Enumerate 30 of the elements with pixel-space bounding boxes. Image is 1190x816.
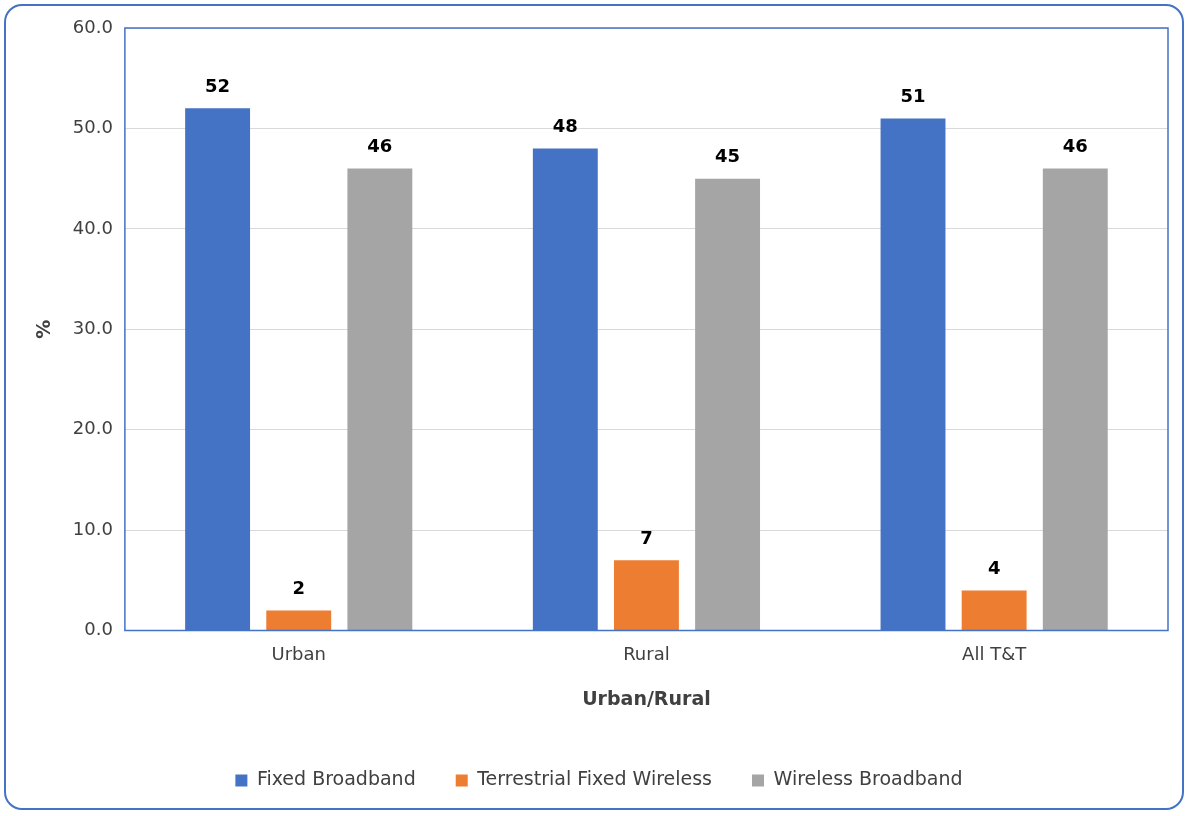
x-axis-title: Urban/Rural <box>582 686 711 709</box>
data-label: 46 <box>1062 135 1088 157</box>
y-tick-label: 30.0 <box>72 316 113 338</box>
data-label: 45 <box>715 145 741 167</box>
y-tick-label: 20.0 <box>72 417 113 439</box>
data-label: 52 <box>205 75 231 97</box>
bar <box>613 560 679 631</box>
data-label: 46 <box>367 135 393 157</box>
x-tick-label: Urban <box>271 643 326 665</box>
y-axis-title: % <box>32 319 55 339</box>
y-tick-label: 60.0 <box>72 15 113 37</box>
x-tick-label: Rural <box>623 643 670 665</box>
y-tick-label: 40.0 <box>72 216 113 238</box>
data-label: 4 <box>987 557 1001 579</box>
bar <box>1042 168 1108 631</box>
data-label: 7 <box>640 526 653 548</box>
bar <box>266 610 332 631</box>
y-tick-label: 50.0 <box>72 116 113 138</box>
legend-label: Wireless Broadband <box>773 767 963 790</box>
y-tick-label: 10.0 <box>72 517 113 539</box>
legend-label: Terrestrial Fixed Wireless <box>476 767 713 790</box>
data-label: 48 <box>552 115 578 137</box>
y-tick-label: 0.0 <box>84 618 113 640</box>
data-label: 51 <box>900 85 926 107</box>
bar <box>347 168 413 631</box>
x-tick-label: All T&T <box>962 643 1028 665</box>
data-label: 2 <box>292 577 305 599</box>
legend-label: Fixed Broadband <box>256 767 416 790</box>
bar <box>695 178 761 631</box>
bar <box>961 590 1027 631</box>
